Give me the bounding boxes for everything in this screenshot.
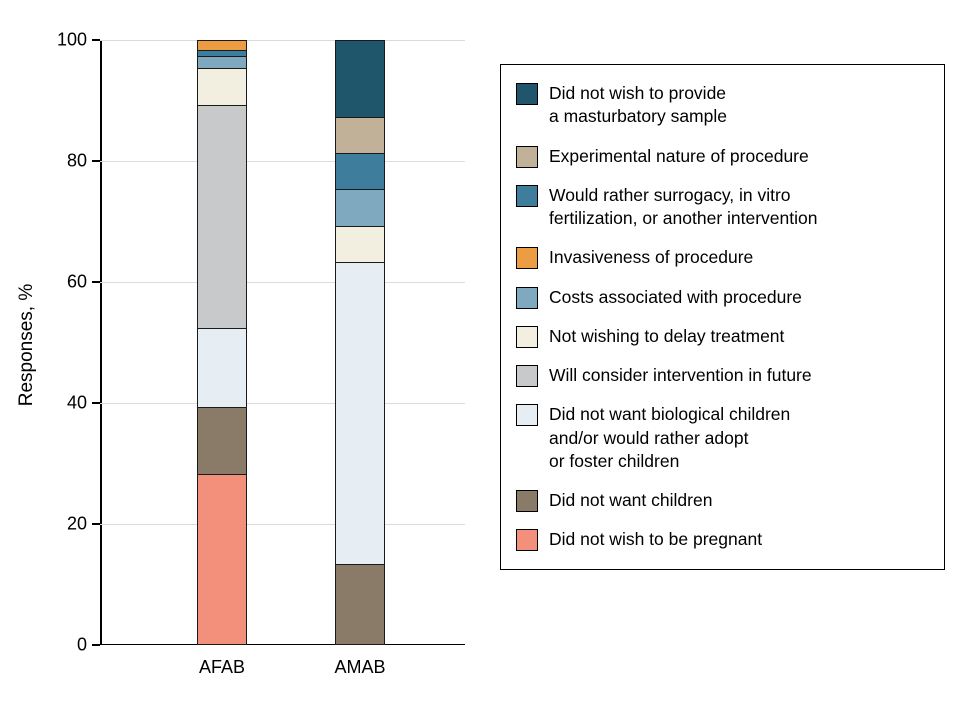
bar-segment [336, 226, 384, 263]
stacked-bar [335, 40, 385, 645]
y-tick-label: 0 [76, 634, 87, 655]
legend-item: Did not want children [516, 489, 929, 513]
legend-item: Will consider intervention in future [516, 364, 929, 388]
bar-segment [336, 262, 384, 566]
y-axis-line [100, 40, 102, 645]
x-axis-line [100, 643, 465, 645]
legend-swatch [516, 184, 538, 207]
legend-item: Did not wish to be pregnant [516, 528, 929, 552]
legend-swatch [516, 325, 538, 348]
legend-item: Not wishing to delay treatment [516, 325, 929, 348]
legend-label: Did not want biological children and/or … [549, 404, 791, 471]
legend-swatch [516, 145, 538, 168]
y-tick-mark [92, 644, 100, 646]
bar-segment [198, 69, 246, 106]
legend-label: Invasiveness of procedure [549, 247, 754, 268]
legend-swatch [516, 247, 538, 270]
legend-label: Did not want children [549, 490, 713, 511]
gridline [100, 402, 465, 404]
y-tick-mark [92, 160, 100, 162]
legend-item: Costs associated with procedure [516, 286, 929, 309]
legend-swatch [516, 529, 538, 552]
gridline [100, 39, 465, 41]
legend-swatch [516, 365, 538, 388]
y-tick-mark [92, 39, 100, 41]
bar-segment [336, 41, 384, 118]
legend-item: Would rather surrogacy, in vitro fertili… [516, 184, 929, 231]
y-axis-title: Responses, % [16, 283, 37, 407]
bar-segment [198, 41, 246, 52]
legend-label: Costs associated with procedure [549, 286, 802, 307]
bar-segment [198, 57, 246, 70]
y-tick-label: 20 [66, 513, 87, 534]
legend-item: Invasiveness of procedure [516, 246, 929, 270]
legend-item: Experimental nature of procedure [516, 145, 929, 168]
bar-segment [198, 105, 246, 330]
plot-area: 0 20 40 60 80 100 AFAB AMAB [57, 30, 465, 677]
y-tick-mark [92, 402, 100, 404]
y-tick-mark [92, 281, 100, 283]
bar-segment [336, 153, 384, 191]
category-label: AMAB [334, 657, 386, 677]
gridline [100, 523, 465, 525]
y-tick-label: 40 [66, 392, 87, 413]
y-tick-label: 80 [66, 150, 87, 171]
bar-segment [198, 408, 246, 475]
legend-label: Not wishing to delay treatment [549, 325, 785, 346]
gridline [100, 281, 465, 283]
legend-label: Experimental nature of procedure [549, 145, 809, 166]
bar-segment [336, 190, 384, 227]
bar-segment [336, 117, 384, 154]
legend: Did not wish to provide a masturbatory s… [500, 64, 945, 570]
legend-swatch [516, 490, 538, 513]
bar-segment [198, 329, 246, 409]
bar-segment [198, 474, 246, 644]
legend-swatch [516, 286, 538, 309]
category-label: AFAB [198, 657, 246, 677]
gridline [100, 160, 465, 162]
bar-segment [198, 51, 246, 58]
bar-segment [336, 565, 384, 644]
legend-label: Will consider intervention in future [549, 365, 812, 386]
legend-swatch [516, 83, 538, 105]
stacked-bar [197, 40, 247, 645]
legend-item: Did not want biological children and/or … [516, 403, 929, 473]
legend-swatch [516, 404, 538, 427]
legend-label: Did not wish to provide a masturbatory s… [549, 83, 727, 127]
legend-item: Did not wish to provide a masturbatory s… [516, 82, 929, 129]
y-tick-label: 60 [66, 271, 87, 292]
legend-label: Did not wish to be pregnant [549, 529, 763, 550]
y-tick-label: 100 [56, 29, 87, 50]
legend-label: Would rather surrogacy, in vitro fertili… [549, 184, 818, 229]
y-tick-mark [92, 523, 100, 525]
